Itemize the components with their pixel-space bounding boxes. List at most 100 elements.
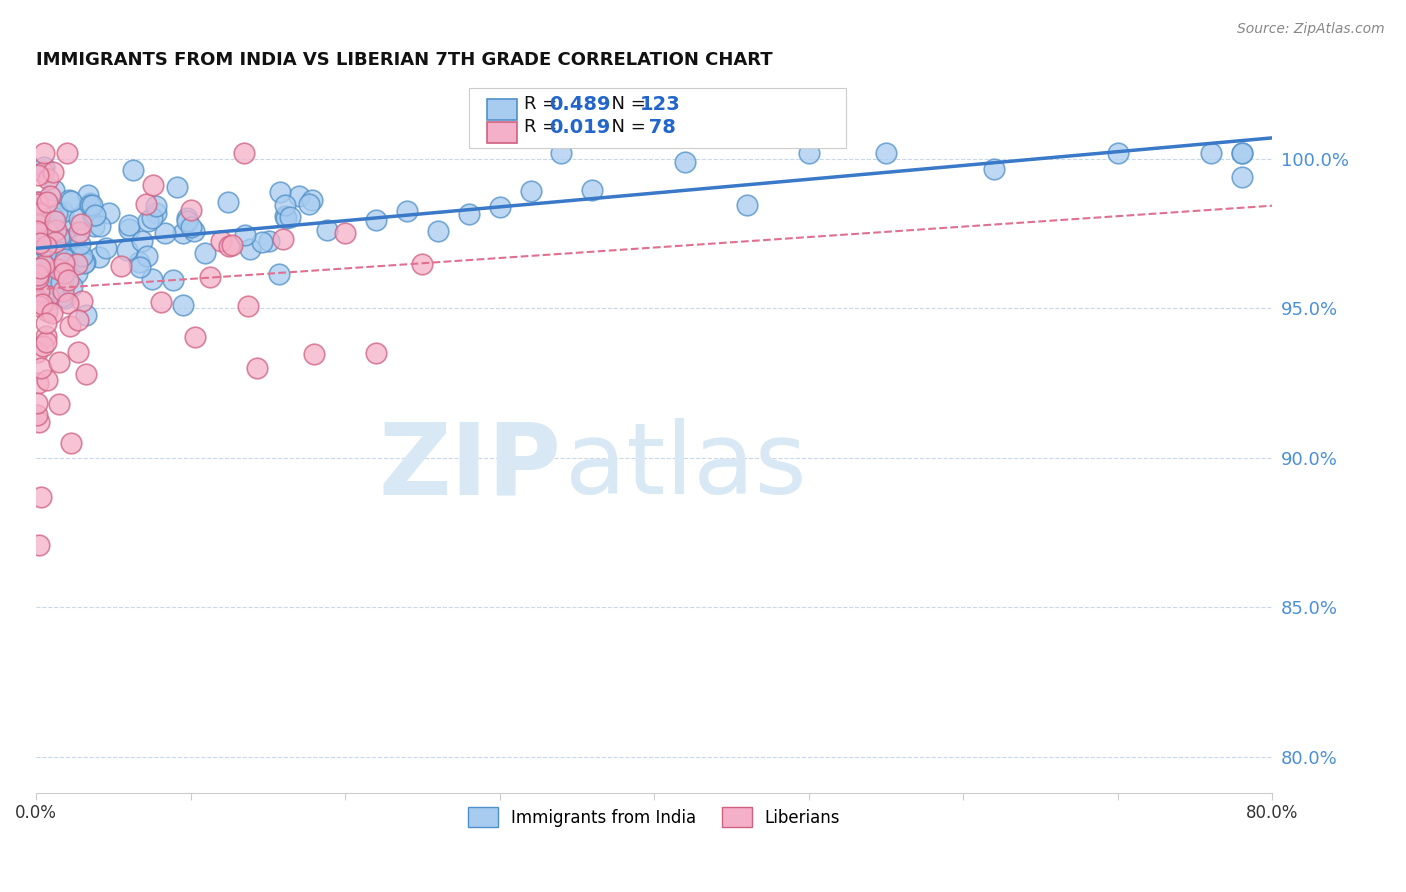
Point: [118, 221, 141, 235]
Point: [1230, 170, 1253, 185]
Point: [297, 197, 319, 211]
Point: [49, 232, 72, 246]
Point: [82, 209, 104, 223]
Point: [27, 195, 49, 210]
Point: [53, 252, 76, 266]
Point: [48, 397, 70, 411]
Point: [27, 194, 49, 209]
Point: [233, 227, 256, 242]
Point: [53, 232, 76, 246]
Point: [162, 272, 184, 286]
Point: [63, 250, 86, 264]
Point: [302, 347, 325, 361]
Point: [45, 223, 67, 237]
Point: [364, 213, 387, 227]
Point: [110, 259, 132, 273]
Point: [271, 231, 294, 245]
Point: [53, 291, 76, 305]
Point: [218, 239, 240, 253]
Point: [135, 196, 157, 211]
Legend: Immigrants from India, Liberians: Immigrants from India, Liberians: [461, 800, 846, 834]
Point: [28, 218, 51, 232]
Point: [136, 214, 159, 228]
Point: [37, 304, 59, 318]
Point: [875, 145, 897, 160]
Point: [27, 408, 49, 422]
Point: [172, 226, 194, 240]
Point: [70, 294, 93, 309]
Point: [30, 360, 52, 375]
Point: [27, 376, 49, 390]
Point: [27, 197, 49, 211]
Point: [60, 435, 83, 450]
Point: [51, 244, 73, 259]
Point: [35, 373, 58, 387]
Point: [128, 255, 150, 269]
Point: [194, 245, 217, 260]
Point: [259, 235, 281, 249]
Point: [27, 285, 49, 299]
Point: [128, 260, 150, 275]
Point: [28, 280, 51, 294]
Point: [238, 299, 260, 313]
Point: [141, 271, 163, 285]
Point: [27, 257, 49, 271]
Point: [35, 239, 58, 253]
Point: [333, 226, 356, 240]
FancyBboxPatch shape: [488, 99, 517, 120]
Point: [488, 200, 510, 214]
Point: [35, 334, 58, 349]
Point: [55, 224, 77, 238]
Point: [30, 261, 52, 276]
Point: [34, 239, 56, 253]
Point: [52, 266, 75, 280]
Point: [28, 230, 51, 244]
Point: [67, 344, 90, 359]
Text: Source: ZipAtlas.com: Source: ZipAtlas.com: [1237, 22, 1385, 37]
Point: [48, 230, 70, 244]
Point: [232, 145, 254, 160]
Point: [45, 277, 67, 292]
Point: [75, 309, 97, 323]
Text: R =: R =: [524, 95, 564, 113]
Point: [27, 224, 49, 238]
Point: [135, 249, 157, 263]
Point: [28, 300, 51, 314]
Text: N =: N =: [600, 95, 651, 113]
Point: [426, 224, 449, 238]
Point: [34, 316, 56, 330]
Point: [52, 274, 75, 288]
Point: [519, 184, 541, 198]
Point: [209, 234, 232, 248]
Point: [316, 223, 339, 237]
Point: [67, 312, 90, 326]
Text: 78: 78: [643, 118, 676, 137]
Point: [79, 196, 101, 211]
Point: [37, 289, 59, 303]
Text: 0.019: 0.019: [550, 118, 610, 137]
Point: [69, 217, 91, 231]
Point: [28, 206, 51, 220]
Point: [42, 271, 65, 285]
Point: [301, 193, 323, 207]
Point: [121, 163, 143, 178]
Point: [77, 188, 100, 202]
Point: [37, 172, 59, 186]
Point: [1230, 145, 1253, 160]
Point: [79, 198, 101, 212]
Point: [32, 338, 55, 352]
Point: [155, 226, 177, 240]
Point: [37, 219, 59, 234]
Point: [184, 330, 207, 344]
Point: [27, 268, 49, 282]
Point: [44, 276, 66, 290]
Point: [66, 266, 89, 280]
Point: [52, 204, 75, 219]
Point: [32, 160, 55, 174]
Point: [35, 194, 58, 209]
Point: [183, 224, 205, 238]
Point: [269, 185, 291, 199]
Point: [97, 205, 120, 219]
Point: [67, 211, 90, 226]
Text: 0.489: 0.489: [550, 95, 610, 114]
